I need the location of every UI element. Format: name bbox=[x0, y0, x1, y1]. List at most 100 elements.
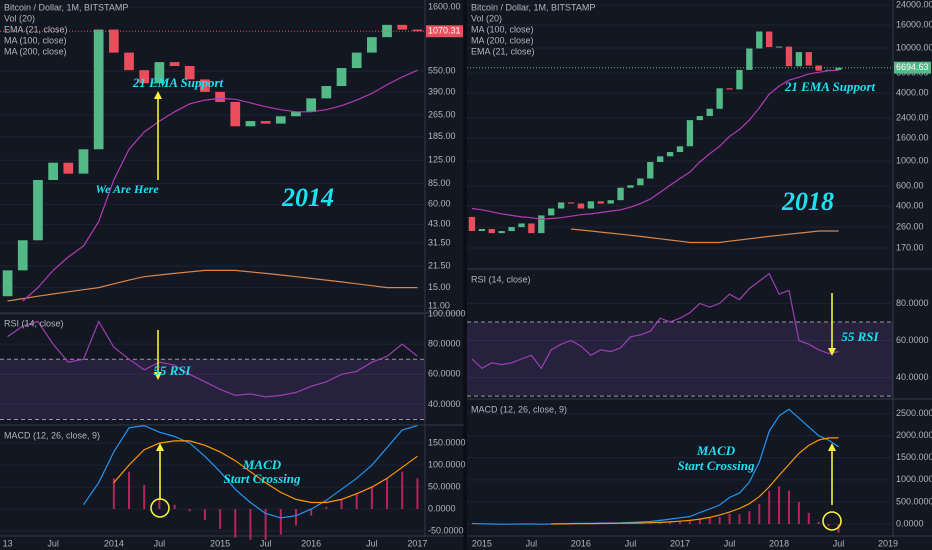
y-tick-label: 260.00 bbox=[896, 221, 924, 231]
last-price-label: 6694.63 bbox=[896, 62, 929, 72]
candle bbox=[275, 116, 286, 124]
candle bbox=[124, 52, 134, 71]
y-tick-label: 60.00 bbox=[428, 199, 451, 209]
candle bbox=[706, 108, 713, 117]
x-tick-label: 2016 bbox=[301, 538, 321, 548]
candle bbox=[351, 52, 362, 69]
candle bbox=[686, 120, 694, 147]
y-tick-label: 85.00 bbox=[428, 178, 451, 188]
candle bbox=[215, 91, 225, 102]
candle bbox=[108, 29, 119, 53]
candle bbox=[637, 178, 644, 186]
last-price-box bbox=[426, 25, 463, 38]
y-tick-label: 125.00 bbox=[428, 155, 456, 165]
x-tick-label: Jul bbox=[366, 538, 378, 548]
x-tick-label: 2017 bbox=[670, 538, 690, 548]
y-tick-label: 40.0000 bbox=[896, 372, 929, 382]
annotation: Start Crossing bbox=[678, 458, 755, 473]
macd-line bbox=[83, 424, 418, 519]
macd-histogram-bar bbox=[234, 509, 237, 538]
macd-histogram-bar bbox=[386, 478, 389, 510]
candle bbox=[169, 62, 180, 67]
y-tick-label: 1600.00 bbox=[428, 1, 461, 11]
candle bbox=[548, 208, 555, 216]
x-tick-label: 2019 bbox=[878, 538, 898, 548]
macd-histogram-bar bbox=[158, 498, 161, 510]
legend-entry: MA (100, close) bbox=[4, 35, 67, 45]
y-tick-label: 100.0000 bbox=[428, 308, 466, 318]
highlight-circle bbox=[822, 511, 842, 531]
annotation: 21 EMA Support bbox=[784, 79, 876, 94]
candle bbox=[230, 101, 241, 127]
annotation: We Are Here bbox=[95, 182, 159, 196]
macd-histogram-bar bbox=[659, 522, 662, 524]
candle bbox=[468, 216, 476, 232]
ma-line bbox=[7, 269, 418, 302]
macd-line bbox=[471, 408, 839, 525]
x-tick-label: Jul bbox=[154, 538, 166, 548]
x-tick-label: Jul bbox=[833, 538, 845, 548]
divider bbox=[463, 0, 467, 550]
macd-histogram-bar bbox=[370, 487, 373, 510]
candle bbox=[412, 29, 423, 32]
macd-histogram-bar bbox=[807, 512, 810, 524]
annotation: 2018 bbox=[781, 187, 834, 216]
candle bbox=[245, 121, 256, 127]
candle bbox=[498, 231, 505, 234]
macd-histogram-bar bbox=[738, 514, 741, 524]
y-tick-label: 100.0000 bbox=[428, 459, 466, 469]
rsi-band bbox=[467, 321, 893, 397]
macd-histogram-bar bbox=[355, 493, 358, 510]
legend-entry: MA (100, close) bbox=[471, 24, 534, 34]
candle bbox=[567, 202, 575, 204]
macd-histogram-bar bbox=[837, 523, 840, 533]
macd-histogram-bar bbox=[219, 509, 222, 529]
x-tick-label: 2018 bbox=[769, 538, 789, 548]
y-tick-label: 1000.00 bbox=[896, 155, 929, 165]
x-tick-label: Jul bbox=[724, 538, 736, 548]
annotation: 2014 bbox=[281, 183, 334, 212]
ema-line bbox=[471, 69, 839, 220]
candle bbox=[676, 146, 684, 153]
candle bbox=[17, 240, 28, 271]
macd-title: MACD (12, 26, close, 9) bbox=[471, 404, 567, 414]
rsi-line bbox=[7, 320, 418, 398]
ema-line bbox=[22, 69, 418, 302]
annotation: Start Crossing bbox=[224, 471, 301, 486]
candle bbox=[488, 229, 495, 234]
candle bbox=[756, 31, 763, 49]
macd-histogram-bar bbox=[173, 504, 176, 510]
macd-histogram-bar bbox=[249, 509, 252, 540]
rsi-band bbox=[0, 359, 425, 420]
candle bbox=[805, 52, 812, 66]
macd-histogram-bar bbox=[817, 521, 820, 524]
macd-histogram-bar bbox=[827, 523, 830, 527]
macd-histogram-bar bbox=[401, 471, 404, 510]
rsi-title: RSI (14, close) bbox=[471, 274, 531, 284]
macd-histogram-bar bbox=[669, 522, 672, 524]
macd-histogram-bar bbox=[325, 506, 328, 510]
candle bbox=[557, 202, 565, 209]
candle bbox=[597, 201, 604, 204]
macd-histogram-bar bbox=[203, 509, 206, 521]
macd-histogram-bar bbox=[768, 490, 771, 524]
y-tick-label: 10000.00 bbox=[896, 42, 932, 52]
candle bbox=[200, 79, 210, 92]
macd-histogram-bar bbox=[698, 519, 701, 524]
candle bbox=[184, 66, 195, 80]
macd-histogram-bar bbox=[279, 509, 282, 535]
candle bbox=[577, 203, 585, 209]
candle bbox=[835, 67, 842, 70]
macd-histogram-bar bbox=[639, 523, 642, 524]
candle bbox=[63, 162, 74, 174]
annotation: 55 RSI bbox=[153, 363, 191, 378]
x-tick-label: Jul bbox=[625, 538, 637, 548]
candle bbox=[306, 98, 317, 112]
candle bbox=[397, 24, 408, 30]
y-tick-label: 31.50 bbox=[428, 237, 451, 247]
macd-histogram-bar bbox=[748, 511, 751, 524]
candle bbox=[93, 29, 104, 150]
y-tick-label: 150.0000 bbox=[428, 438, 466, 448]
candle bbox=[785, 46, 793, 67]
y-tick-label: 50.0000 bbox=[428, 481, 461, 491]
